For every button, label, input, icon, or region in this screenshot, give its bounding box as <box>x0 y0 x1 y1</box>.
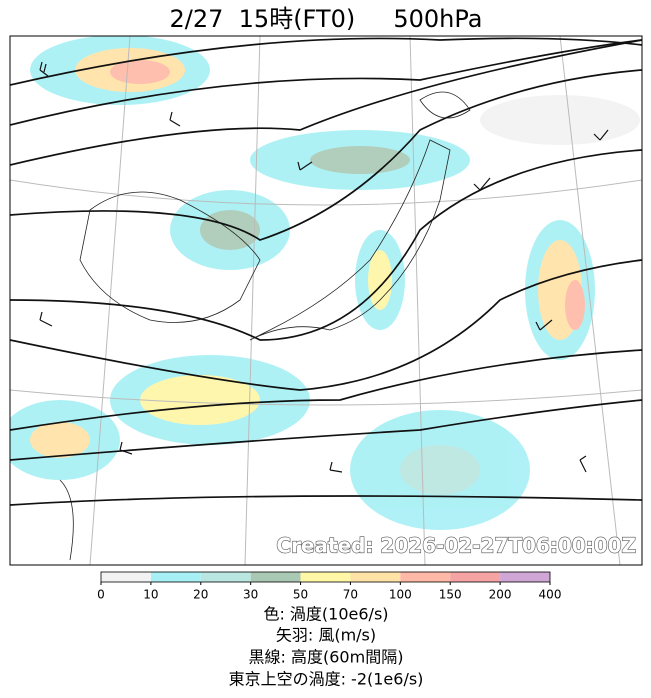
legend-line: 東京上空の渦度: -2(1e6/s) <box>229 670 424 689</box>
colorbar-tick-label: 400 <box>539 588 562 602</box>
colorbar-tick-label: 100 <box>389 588 412 602</box>
colorbar-segment <box>200 572 251 582</box>
map-frame <box>9 35 643 566</box>
coastline <box>59 91 471 561</box>
colorbar-tick-label: 20 <box>193 588 208 602</box>
map-area: Created: 2026-02-27T06:00:00Z <box>10 36 642 565</box>
vorticity-shading <box>10 36 640 530</box>
legend-line: 矢羽: 風(m/s) <box>276 626 376 645</box>
colorbar-tick-label: 0 <box>97 588 105 602</box>
map-title: 2/27 15時(FT0) 500hPa <box>170 5 483 33</box>
created-stamp: Created: 2026-02-27T06:00:00Z <box>276 534 636 558</box>
colorbar-tick-label: 50 <box>293 588 308 602</box>
colorbar: 0 10 20 30 50 70 100 150 200 400 <box>97 571 562 602</box>
colorbar-tick-label: 30 <box>243 588 258 602</box>
colorbar-segment <box>400 572 451 582</box>
colorbar-tick-label: 150 <box>439 588 462 602</box>
legend-line: 黒線: 高度(60m間隔) <box>249 648 404 667</box>
graticule <box>10 36 642 565</box>
wind-barbs <box>39 61 609 473</box>
colorbar-tick-label: 200 <box>489 588 512 602</box>
colorbar-segment <box>450 572 501 582</box>
colorbar-segment <box>250 572 301 582</box>
colorbar-segment <box>300 572 351 582</box>
colorbar-tick-label: 70 <box>343 588 358 602</box>
colorbar-segment <box>500 572 550 582</box>
colorbar-segment <box>101 572 151 582</box>
height-contours <box>10 37 642 506</box>
colorbar-tick-label: 10 <box>143 588 158 602</box>
legend-line: 色: 渦度(10e6/s) <box>263 605 388 624</box>
colorbar-frame <box>100 571 551 583</box>
colorbar-segment <box>350 572 401 582</box>
colorbar-segment <box>150 572 201 582</box>
